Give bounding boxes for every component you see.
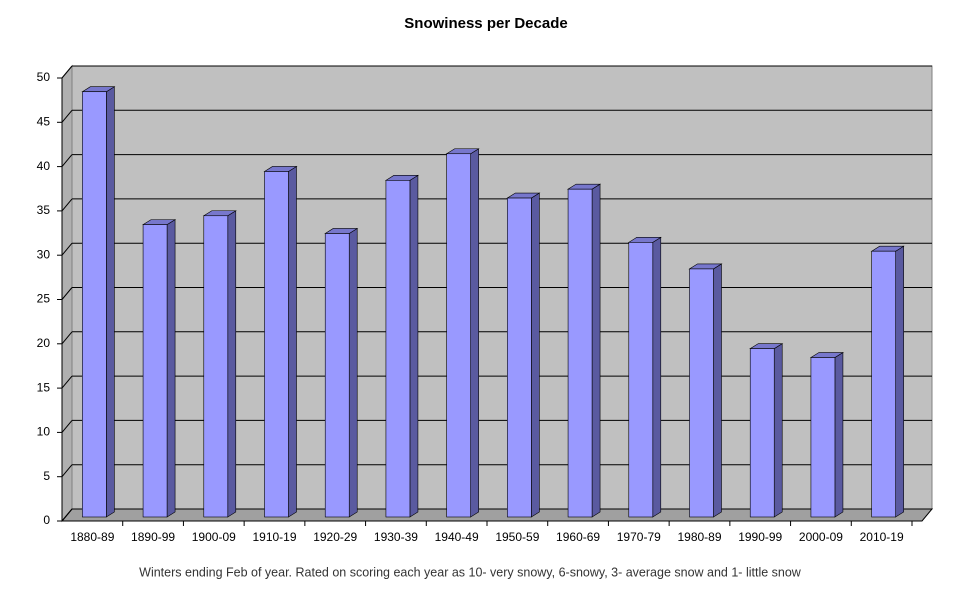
x-tick-label: 1950-59 — [495, 530, 539, 544]
x-tick-label: 1970-79 — [617, 530, 661, 544]
caption: Winters ending Feb of year. Rated on sco… — [139, 565, 802, 579]
x-tick-label: 1960-69 — [556, 530, 600, 544]
y-tick-label: 10 — [37, 425, 51, 439]
x-tick-label: 1920-29 — [313, 530, 357, 544]
chart-title: Snowiness per Decade — [404, 15, 567, 32]
side-grid-line — [61, 287, 73, 300]
bar-side — [288, 165, 297, 518]
bar — [628, 242, 654, 518]
x-tick-label: 1910-19 — [252, 530, 296, 544]
side-grid-line — [61, 508, 73, 522]
y-tick-label: 30 — [37, 247, 51, 261]
y-tick-label: 40 — [37, 159, 51, 173]
x-tick-label: 1980-89 — [677, 530, 721, 544]
x-tick-label: 1890-99 — [131, 530, 175, 544]
x-tick-label: 2010-19 — [860, 530, 904, 544]
bar — [689, 268, 714, 518]
bar — [264, 171, 289, 518]
bar — [507, 197, 532, 518]
y-tick-label: 15 — [37, 380, 51, 394]
bar-side — [409, 174, 419, 518]
side-grid-line — [61, 420, 73, 433]
bar — [749, 348, 775, 518]
y-tick-label: 0 — [43, 513, 50, 527]
bar — [324, 233, 350, 518]
x-tick-label: 1940-49 — [435, 530, 479, 544]
bar-side — [166, 219, 176, 518]
bar-side — [531, 192, 540, 518]
y-tick-label: 5 — [43, 469, 50, 483]
side-grid-line — [61, 154, 73, 167]
x-tick-label: 1990-99 — [738, 530, 782, 544]
x-tick-label: 1900-09 — [192, 530, 236, 544]
bar-side — [591, 183, 601, 518]
bar — [871, 250, 896, 518]
x-tick-label: 1930-39 — [374, 530, 418, 544]
bar — [810, 357, 836, 518]
bar — [385, 180, 411, 518]
bar-side — [773, 343, 783, 518]
side-grid-line — [61, 464, 73, 478]
bar — [82, 91, 107, 518]
y-tick-label: 35 — [37, 203, 51, 217]
y-tick-label: 45 — [37, 114, 51, 128]
side-grid-line — [61, 198, 73, 212]
floor — [60, 508, 934, 522]
y-tick-label: 50 — [37, 70, 51, 84]
y-tick-label: 25 — [37, 292, 51, 306]
y-tick-label: 20 — [37, 336, 51, 350]
bar-side — [713, 263, 722, 518]
bar — [446, 153, 471, 518]
bar-side — [348, 227, 358, 518]
side-grid-line — [61, 375, 73, 389]
x-tick-label: 1880-89 — [70, 530, 114, 544]
bar — [567, 188, 593, 518]
bar-side — [106, 86, 115, 518]
bar-side — [652, 236, 662, 518]
side-grid-line — [61, 109, 73, 123]
bar — [142, 224, 168, 518]
bar-side — [470, 148, 479, 518]
bar-side — [834, 351, 844, 518]
x-tick-label: 2000-09 — [799, 530, 843, 544]
side-grid-line — [61, 65, 73, 79]
bar-side — [895, 245, 904, 518]
bar — [203, 215, 229, 518]
side-grid-line — [61, 242, 73, 256]
bar-side — [227, 210, 237, 518]
side-grid-line — [61, 331, 73, 345]
